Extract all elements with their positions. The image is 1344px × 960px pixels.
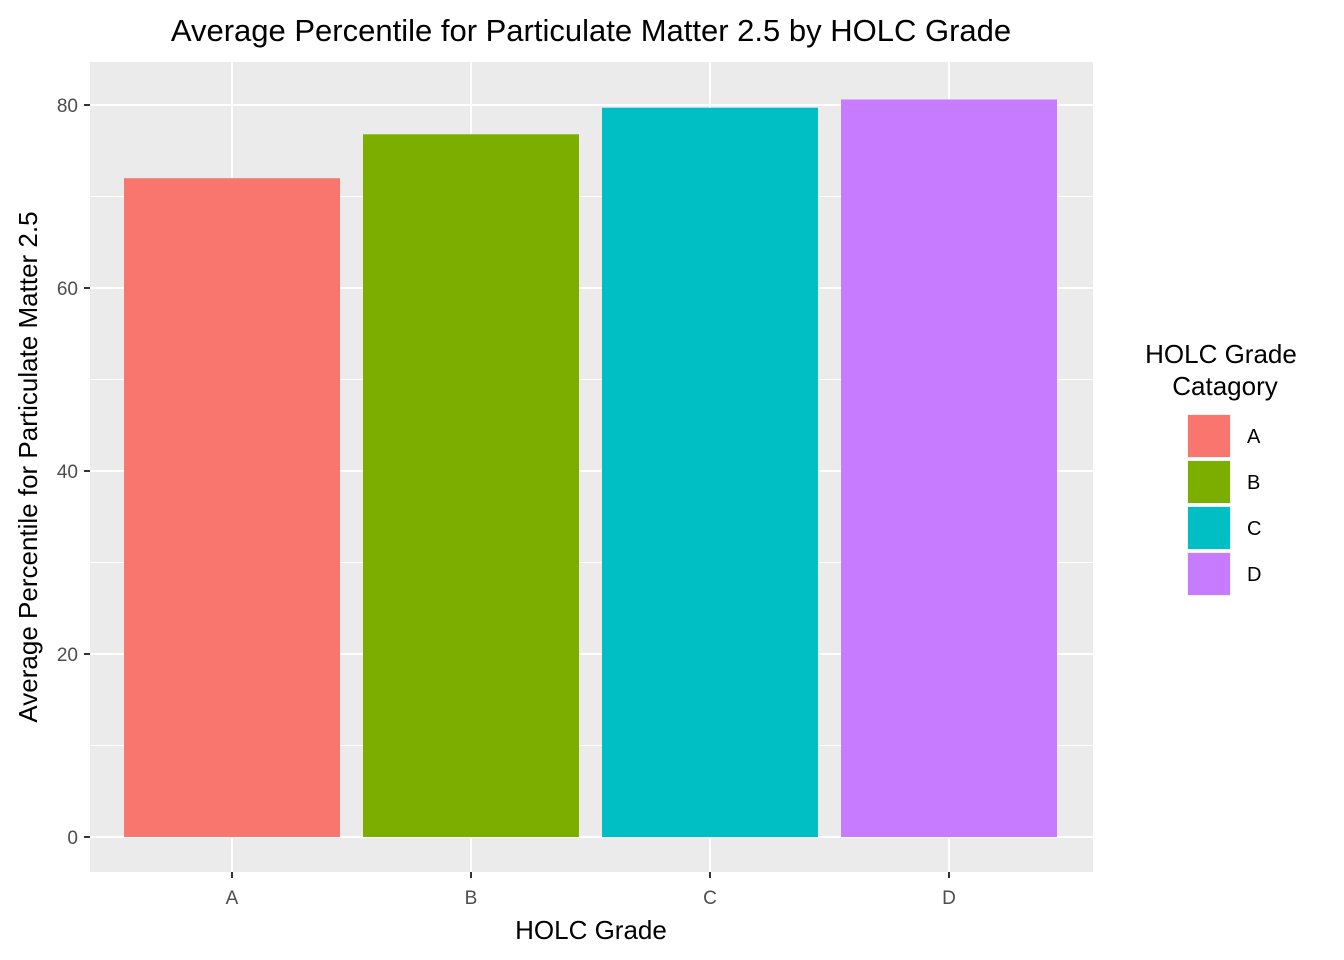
x-tick-label-D: D [942, 888, 956, 909]
legend-keys: A B C D [1187, 414, 1261, 596]
bar-D [841, 99, 1057, 837]
y-axis: 0 20 40 60 80 [57, 96, 90, 849]
bar-A [124, 178, 340, 837]
bar-C [602, 107, 818, 838]
x-tick-label-C: C [703, 888, 717, 909]
legend-key-swatch-B [1188, 461, 1230, 503]
y-tick-label-80: 80 [57, 96, 78, 117]
bars [124, 99, 1057, 838]
chart-title: Average Percentile for Particulate Matte… [171, 13, 1011, 48]
y-tick-label-60: 60 [57, 279, 78, 300]
bar-B [363, 134, 579, 837]
legend-label-B: B [1247, 472, 1260, 494]
x-tick-label-A: A [226, 888, 239, 909]
legend-title-line-1: HOLC Grade [1145, 339, 1297, 369]
legend-label-A: A [1247, 426, 1261, 448]
legend: HOLC Grade Catagory A B C D [1145, 339, 1297, 596]
y-tick-label-0: 0 [67, 828, 78, 849]
legend-label-D: D [1247, 564, 1261, 586]
legend-label-C: C [1247, 518, 1261, 540]
x-axis-title: HOLC Grade [515, 915, 667, 945]
x-axis: A B C D [226, 872, 956, 909]
x-tick-label-B: B [465, 888, 478, 909]
legend-title-line-2: Catagory [1172, 371, 1278, 401]
y-tick-label-20: 20 [57, 645, 78, 666]
y-axis-title: Average Percentile for Particulate Matte… [13, 211, 43, 722]
legend-key-swatch-A [1188, 415, 1230, 457]
legend-key-swatch-D [1188, 553, 1230, 595]
legend-key-swatch-C [1188, 507, 1230, 549]
y-tick-label-40: 40 [57, 462, 78, 483]
